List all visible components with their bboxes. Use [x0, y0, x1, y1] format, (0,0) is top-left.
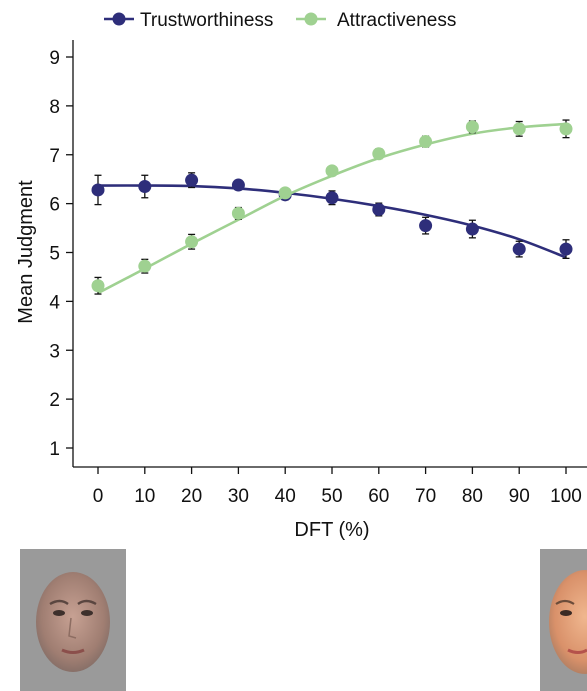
x-tick-label: 0	[93, 486, 104, 507]
data-point	[278, 186, 292, 200]
legend-label: Attractiveness	[337, 10, 456, 31]
legend-marker	[112, 12, 126, 26]
face-photo-low-dft	[20, 549, 126, 691]
y-tick-label: 7	[49, 146, 60, 167]
data-point	[231, 178, 245, 192]
y-axis-title: Mean Judgment	[15, 180, 37, 324]
legend-label: Trustworthiness	[140, 10, 273, 31]
series-attractiveness	[91, 119, 573, 295]
data-point	[185, 235, 199, 249]
x-tick-label: 50	[321, 486, 342, 507]
x-tick-label: 30	[228, 486, 249, 507]
x-tick-label: 40	[275, 486, 296, 507]
plot-area	[91, 119, 573, 295]
y-tick-label: 9	[49, 48, 60, 69]
series-trustworthiness	[91, 172, 573, 260]
data-point	[325, 164, 339, 178]
x-tick-label: 20	[181, 486, 202, 507]
x-tick-label: 60	[368, 486, 389, 507]
x-tick-label: 90	[509, 486, 530, 507]
data-point	[512, 242, 526, 256]
data-point	[559, 122, 573, 136]
data-point	[138, 180, 152, 194]
x-tick-label: 80	[462, 486, 483, 507]
data-point	[138, 259, 152, 273]
x-axis-title: DFT (%)	[294, 519, 369, 541]
data-point	[465, 222, 479, 236]
x-tick-label: 100	[550, 486, 582, 507]
y-tick-label: 2	[49, 390, 60, 411]
data-point	[465, 120, 479, 134]
data-point	[419, 135, 433, 149]
data-point	[419, 219, 433, 233]
legend: Trustworthiness Attractiveness	[104, 10, 456, 31]
data-point	[185, 173, 199, 187]
data-point	[91, 183, 105, 197]
data-point	[231, 206, 245, 220]
data-point	[325, 191, 339, 205]
data-point	[91, 279, 105, 293]
face-photo-high-dft	[540, 549, 587, 691]
y-tick-label: 3	[49, 341, 60, 362]
y-tick-label: 8	[49, 97, 60, 118]
y-tick-label: 6	[49, 195, 60, 216]
x-tick-label: 70	[415, 486, 436, 507]
legend-marker	[304, 12, 318, 26]
axes	[72, 40, 587, 468]
x-tick-label: 10	[134, 486, 155, 507]
data-point	[559, 242, 573, 256]
fit-curve-attractiveness	[97, 122, 567, 295]
x-axis-ticks: 0 10 20 30 40 50 60 70 80 90 100	[93, 467, 582, 507]
data-point	[372, 147, 386, 161]
y-tick-label: 4	[49, 292, 60, 313]
y-tick-label: 5	[49, 244, 60, 265]
legend-item-attractiveness: Attractiveness	[296, 10, 456, 31]
y-axis-ticks: 1 2 3 4 5 6 7 8 9	[49, 48, 73, 460]
y-tick-label: 1	[49, 439, 60, 460]
legend-item-trustworthiness: Trustworthiness	[104, 10, 273, 31]
data-point	[372, 202, 386, 216]
data-point	[512, 122, 526, 136]
